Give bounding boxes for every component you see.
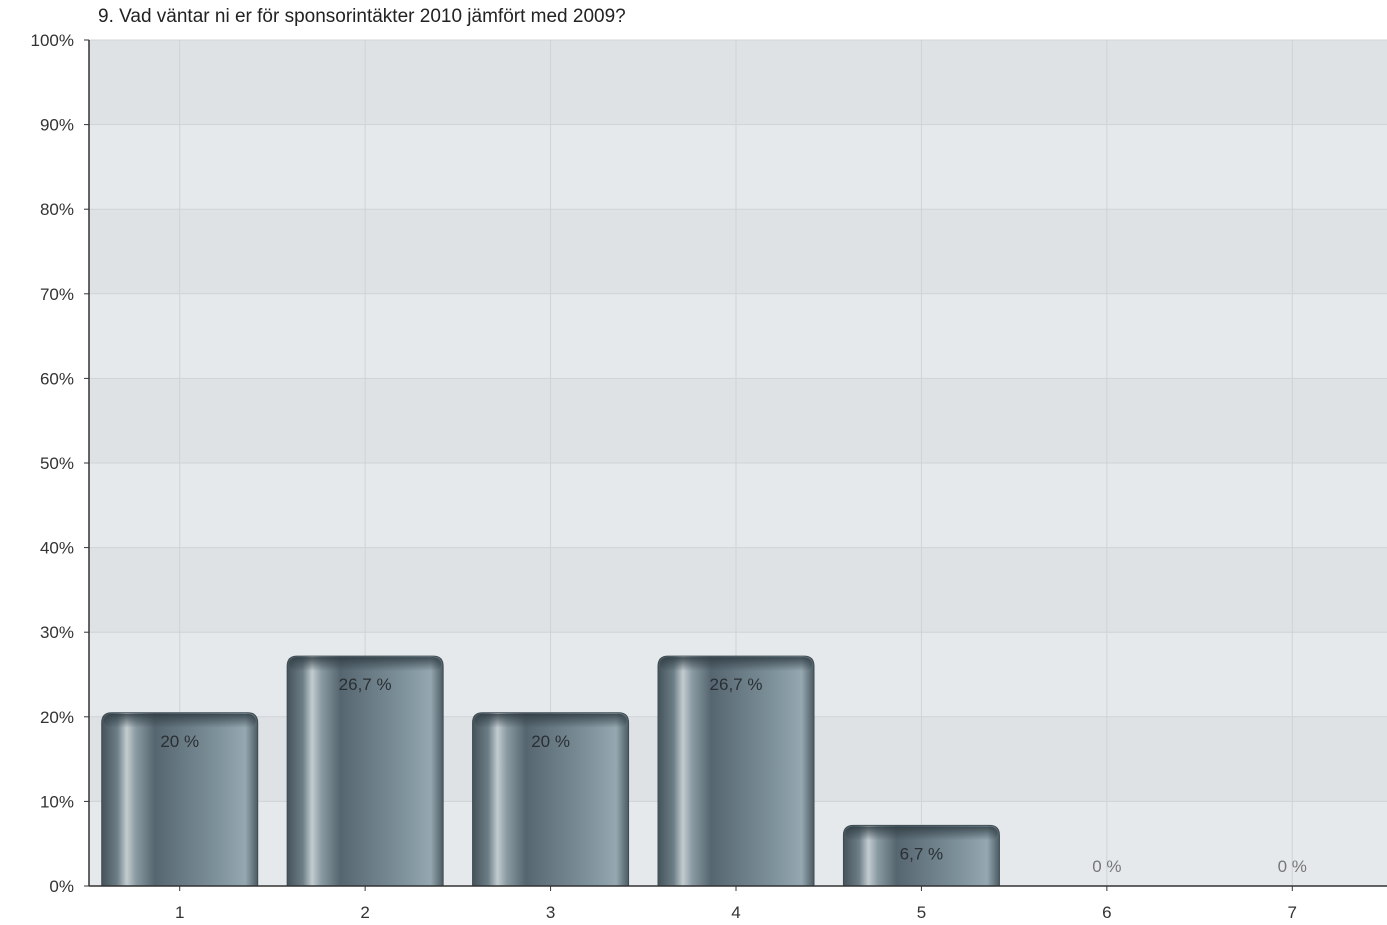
plot-band <box>89 378 1387 463</box>
y-tick-label: 30% <box>40 623 74 642</box>
bar-cap-1 <box>103 713 256 728</box>
x-tick-label: 6 <box>1102 903 1111 922</box>
data-label: 20 % <box>160 732 199 751</box>
y-tick-label: 0% <box>49 877 74 896</box>
bar-cap-2 <box>289 657 442 672</box>
y-tick-label: 70% <box>40 285 74 304</box>
x-tick-label: 4 <box>731 903 740 922</box>
data-label: 26,7 % <box>710 675 763 694</box>
bar-2 <box>286 655 444 887</box>
bars <box>101 655 1000 887</box>
y-tick-label: 100% <box>31 31 74 50</box>
bar-4 <box>657 655 815 887</box>
x-tick-label: 5 <box>917 903 926 922</box>
data-label: 6,7 % <box>900 844 943 863</box>
y-tick-label: 40% <box>40 539 74 558</box>
plot-band <box>89 124 1387 210</box>
bar-cap-3 <box>474 713 627 728</box>
x-tick-label: 7 <box>1288 903 1297 922</box>
bar-cap-5 <box>845 826 998 841</box>
data-label: 26,7 % <box>339 675 392 694</box>
gridlines <box>89 39 1387 887</box>
chart-title: 9. Vad väntar ni er för sponsorintäkter … <box>98 6 626 27</box>
y-tick-label: 10% <box>40 792 74 811</box>
y-tick-label: 60% <box>40 369 74 388</box>
x-tick-label: 3 <box>546 903 555 922</box>
data-label: 20 % <box>531 732 570 751</box>
plot-band <box>89 209 1387 294</box>
data-label: 0 % <box>1278 857 1307 876</box>
bar-5 <box>842 824 1000 887</box>
plot-band <box>89 463 1387 548</box>
y-tick-label: 90% <box>40 116 74 135</box>
labels: 0% 10% 20% 30% 40% 50% 60% 70% 80% 90% 100% 1 2 3 4 5 6 7… <box>31 31 1307 922</box>
bar-3 <box>472 712 630 887</box>
data-label: 0 % <box>1092 857 1121 876</box>
plot-band <box>89 547 1387 633</box>
bar-cap-4 <box>660 657 812 672</box>
plot-band <box>89 293 1387 379</box>
y-tick-label: 20% <box>40 708 74 727</box>
y-tick-label: 80% <box>40 200 74 219</box>
x-tick-label: 1 <box>175 903 184 922</box>
y-tick-label: 50% <box>40 454 74 473</box>
x-tick-label: 2 <box>360 903 369 922</box>
plot-band <box>89 40 1387 125</box>
bar-1 <box>101 712 259 887</box>
axes <box>84 39 1387 891</box>
